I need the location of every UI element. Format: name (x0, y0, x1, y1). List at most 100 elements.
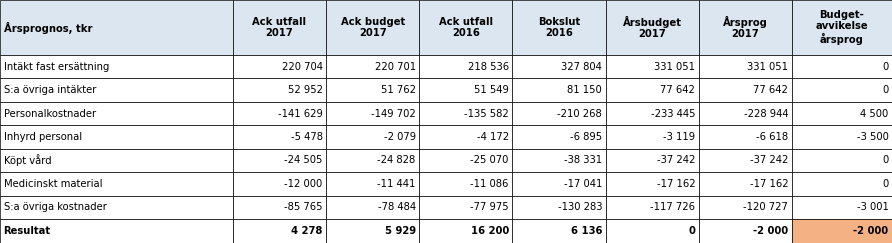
Text: -233 445: -233 445 (650, 109, 695, 119)
Bar (0, 172, 233, 196)
Bar (419, 0, 512, 55)
Text: Budget-
avvikelse
årsprog: Budget- avvikelse årsprog (815, 10, 868, 45)
Bar (326, 55, 419, 78)
Bar (419, 55, 512, 78)
Text: -5 478: -5 478 (291, 132, 323, 142)
Bar (606, 196, 698, 219)
Bar (792, 125, 892, 149)
Text: -117 726: -117 726 (650, 202, 695, 212)
Bar (606, 0, 698, 55)
Text: -3 500: -3 500 (856, 132, 888, 142)
Bar (233, 219, 326, 243)
Bar (512, 102, 606, 125)
Text: -2 079: -2 079 (384, 132, 416, 142)
Bar (0, 125, 233, 149)
Text: 4 278: 4 278 (291, 226, 323, 236)
Text: Ack utfall
2016: Ack utfall 2016 (439, 17, 492, 38)
Text: 77 642: 77 642 (660, 85, 695, 95)
Bar (233, 125, 326, 149)
Bar (419, 172, 512, 196)
Text: 5 929: 5 929 (384, 226, 416, 236)
Bar (419, 78, 512, 102)
Text: -85 765: -85 765 (284, 202, 323, 212)
Bar (698, 78, 792, 102)
Bar (606, 172, 698, 196)
Text: -130 283: -130 283 (558, 202, 602, 212)
Text: -120 727: -120 727 (743, 202, 789, 212)
Text: 220 704: 220 704 (282, 62, 323, 72)
Text: Ack budget
2017: Ack budget 2017 (341, 17, 405, 38)
Bar (326, 149, 419, 172)
Bar (698, 125, 792, 149)
Text: -25 070: -25 070 (470, 156, 508, 165)
Bar (792, 55, 892, 78)
Bar (0, 55, 233, 78)
Bar (419, 125, 512, 149)
Bar (698, 102, 792, 125)
Text: Resultat: Resultat (4, 226, 51, 236)
Text: -17 162: -17 162 (657, 179, 695, 189)
Bar (698, 0, 792, 55)
Bar (326, 0, 419, 55)
Bar (792, 219, 892, 243)
Text: -135 582: -135 582 (464, 109, 508, 119)
Bar (512, 149, 606, 172)
Bar (512, 78, 606, 102)
Bar (0, 78, 233, 102)
Bar (792, 102, 892, 125)
Bar (233, 102, 326, 125)
Bar (606, 149, 698, 172)
Text: 331 051: 331 051 (747, 62, 789, 72)
Text: -12 000: -12 000 (285, 179, 323, 189)
Text: -78 484: -78 484 (377, 202, 416, 212)
Text: -24 828: -24 828 (377, 156, 416, 165)
Bar (698, 219, 792, 243)
Text: 51 549: 51 549 (474, 85, 508, 95)
Text: -228 944: -228 944 (744, 109, 789, 119)
Bar (419, 102, 512, 125)
Text: Bokslut
2016: Bokslut 2016 (538, 17, 580, 38)
Bar (792, 78, 892, 102)
Bar (606, 102, 698, 125)
Text: -3 001: -3 001 (856, 202, 888, 212)
Text: Intäkt fast ersättning: Intäkt fast ersättning (4, 62, 109, 72)
Text: S:a övriga intäkter: S:a övriga intäkter (4, 85, 96, 95)
Text: Årsprog
2017: Årsprog 2017 (723, 16, 768, 39)
Bar (419, 196, 512, 219)
Bar (326, 219, 419, 243)
Bar (233, 55, 326, 78)
Bar (233, 172, 326, 196)
Bar (419, 149, 512, 172)
Text: 0: 0 (882, 156, 888, 165)
Text: 16 200: 16 200 (471, 226, 508, 236)
Text: -2 000: -2 000 (753, 226, 789, 236)
Text: -3 119: -3 119 (663, 132, 695, 142)
Bar (326, 125, 419, 149)
Bar (606, 78, 698, 102)
Bar (698, 149, 792, 172)
Text: S:a övriga kostnader: S:a övriga kostnader (4, 202, 106, 212)
Text: Inhyrd personal: Inhyrd personal (4, 132, 82, 142)
Bar (512, 55, 606, 78)
Text: 0: 0 (882, 62, 888, 72)
Text: 0: 0 (882, 85, 888, 95)
Bar (326, 196, 419, 219)
Bar (698, 196, 792, 219)
Bar (512, 125, 606, 149)
Text: 52 952: 52 952 (287, 85, 323, 95)
Text: 220 701: 220 701 (375, 62, 416, 72)
Bar (792, 196, 892, 219)
Text: Årsprognos, tkr: Årsprognos, tkr (4, 21, 92, 34)
Text: -37 242: -37 242 (750, 156, 789, 165)
Text: -11 086: -11 086 (470, 179, 508, 189)
Text: 6 136: 6 136 (571, 226, 602, 236)
Text: -24 505: -24 505 (285, 156, 323, 165)
Text: 81 150: 81 150 (567, 85, 602, 95)
Text: -4 172: -4 172 (476, 132, 508, 142)
Text: -17 162: -17 162 (749, 179, 789, 189)
Bar (233, 0, 326, 55)
Bar (0, 102, 233, 125)
Text: Personalkostnader: Personalkostnader (4, 109, 95, 119)
Bar (0, 219, 233, 243)
Bar (0, 196, 233, 219)
